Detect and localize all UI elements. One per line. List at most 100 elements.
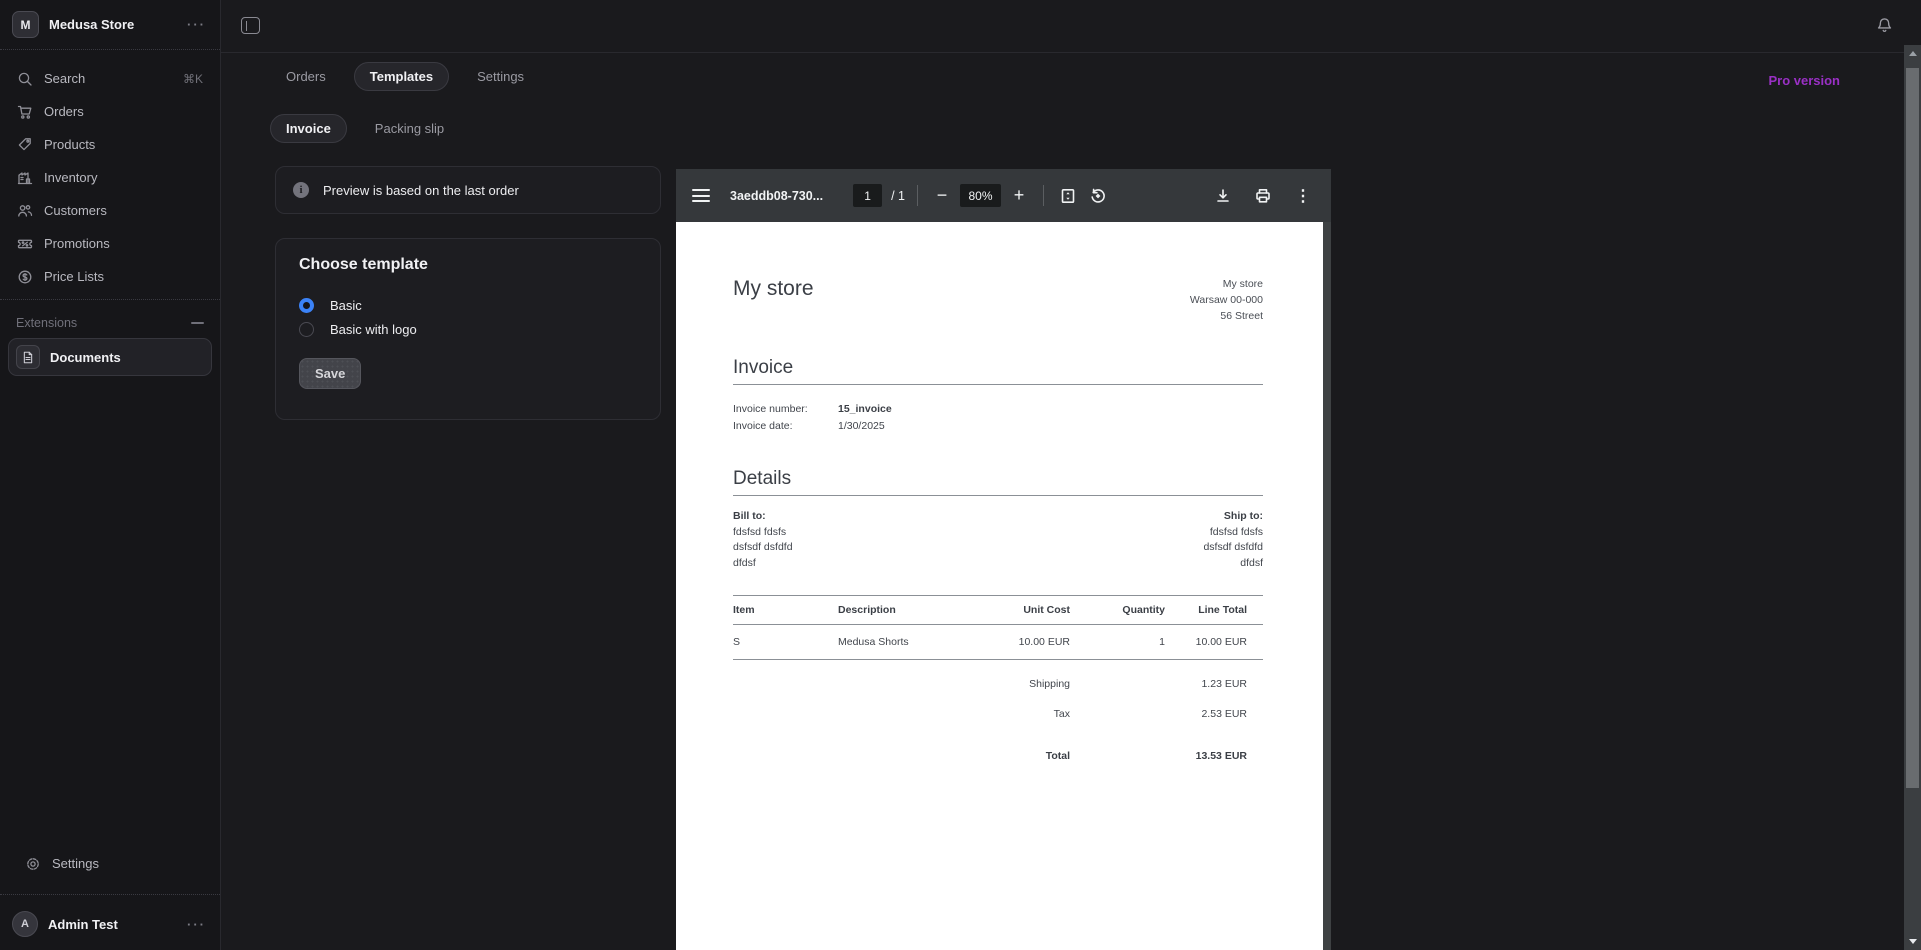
print-button[interactable]	[1251, 184, 1275, 208]
ticket-icon	[17, 239, 33, 248]
user-name: Admin Test	[48, 916, 118, 932]
invoice-date: 1/30/2025	[838, 420, 885, 433]
subtab-packing-slip[interactable]: Packing slip	[374, 121, 445, 136]
invoice-heading: Invoice	[733, 357, 1263, 386]
fit-page-icon	[1061, 188, 1075, 203]
rotate-button[interactable]	[1086, 184, 1110, 208]
cell-description: Medusa Shorts	[838, 624, 970, 660]
doc-store-address: My store Warsaw 00-000 56 Street	[1190, 277, 1263, 324]
pro-version-link[interactable]: Pro version	[1768, 73, 1840, 88]
save-button[interactable]: Save	[299, 358, 362, 389]
total-value: 13.53 EUR	[1195, 749, 1247, 762]
scrollbar-thumb[interactable]	[1906, 68, 1919, 788]
sidebar-item-settings[interactable]: Settings	[16, 847, 204, 880]
avatar: A	[12, 911, 38, 937]
radio-basic[interactable]	[299, 298, 314, 313]
store-header[interactable]: M Medusa Store ···	[0, 0, 220, 49]
extensions-section-header: Extensions	[0, 306, 220, 338]
ship-to-block: Ship to: fdsfsd fdsfs dsfsdf dsfdfd dfds…	[1203, 509, 1263, 572]
zoom-level-input[interactable]: 80%	[960, 184, 1002, 207]
sidebar-item-price-lists[interactable]: Price Lists	[8, 260, 212, 293]
divider	[0, 894, 220, 895]
radio-basic-with-logo[interactable]	[299, 322, 314, 337]
zoom-out-button[interactable]: −	[936, 185, 948, 205]
subtab-invoice[interactable]: Invoice	[270, 114, 347, 143]
sidebar-item-label: Price Lists	[44, 269, 104, 284]
print-icon	[1256, 188, 1270, 203]
store-logo: M	[12, 11, 39, 38]
bill-to-line: dsfsdf dsfdfd	[733, 541, 793, 554]
divider	[917, 185, 919, 206]
info-icon: i	[293, 182, 309, 198]
pdf-scrollbar[interactable]	[1323, 222, 1331, 950]
window-scrollbar[interactable]	[1904, 45, 1921, 950]
table-header-row: Item Description Unit Cost Quantity Line…	[733, 594, 1263, 625]
sidebar-item-label: Orders	[44, 104, 84, 119]
document-icon	[23, 351, 33, 363]
invoice-date-label: Invoice date:	[733, 420, 793, 433]
collapse-icon[interactable]	[191, 322, 204, 324]
tab-templates[interactable]: Templates	[353, 62, 450, 91]
zoom-in-button[interactable]: +	[1013, 185, 1025, 205]
sidebar-item-inventory[interactable]: Inventory	[8, 161, 212, 194]
radio-label: Basic	[330, 298, 362, 313]
template-option-1[interactable]: Basic with logo	[299, 322, 637, 337]
template-options: Basic Basic with logo	[299, 298, 637, 337]
menu-icon[interactable]	[692, 189, 710, 202]
search-icon	[18, 72, 32, 86]
notice-text: Preview is based on the last order	[323, 182, 519, 198]
bill-to-label: Bill to:	[733, 509, 766, 522]
scroll-down-arrow[interactable]	[1908, 939, 1917, 944]
download-button[interactable]	[1211, 184, 1235, 208]
more-options-button[interactable]: ⋮	[1295, 187, 1311, 205]
radio-label: Basic with logo	[330, 322, 417, 337]
invoice-number: 15_invoice	[838, 403, 892, 416]
card-title: Choose template	[299, 256, 428, 273]
scroll-up-arrow[interactable]	[1908, 51, 1917, 56]
user-menu-button[interactable]: ···	[187, 916, 206, 932]
choose-template-card: Choose template Basic Basic with logo Sa…	[275, 238, 661, 420]
summary-row-tax: Tax 2.53 EUR	[733, 708, 1263, 720]
sidebar-item-search[interactable]: Search ⌘K	[8, 62, 212, 95]
col-quantity: Quantity	[1070, 594, 1165, 625]
notifications-button[interactable]	[1876, 17, 1893, 39]
sidebar-footer: Settings A Admin Test ···	[0, 841, 220, 950]
toolbar-actions: ⋮	[1211, 184, 1315, 208]
sidebar-nav: Search ⌘K Orders Products Inventory Cust…	[0, 56, 220, 299]
address-line: Warsaw 00-000	[1189, 293, 1263, 306]
summary-label: Shipping	[1029, 677, 1070, 690]
sidebar-item-label: Settings	[52, 856, 99, 871]
sidebar-item-orders[interactable]: Orders	[8, 95, 212, 128]
ship-to-line: dsfsdf dsfdfd	[1203, 541, 1263, 554]
store-menu-button[interactable]: ···	[187, 17, 206, 32]
sidebar-item-label: Documents	[50, 349, 121, 365]
sidebar-toggle-icon[interactable]	[241, 17, 260, 34]
page-number-input[interactable]: 1	[853, 184, 883, 207]
template-option-0[interactable]: Basic	[299, 298, 637, 313]
user-row[interactable]: A Admin Test ···	[0, 901, 220, 950]
total-label: Total	[1045, 749, 1070, 762]
col-unit-cost: Unit Cost	[970, 594, 1070, 625]
search-shortcut: ⌘K	[182, 71, 203, 86]
ship-to-line: fdsfsd fdsfs	[1209, 525, 1263, 538]
sidebar-item-label: Promotions	[44, 236, 110, 251]
doc-store-name: My store	[733, 277, 814, 300]
fit-to-page-button[interactable]	[1056, 184, 1080, 208]
sidebar: M Medusa Store ··· Search ⌘K Orders Prod…	[0, 0, 221, 950]
pdf-toolbar: 3aeddb08-730... 1 / 1 − 80% + ⋮	[676, 169, 1331, 222]
cell-line-total: 10.00 EUR	[1165, 624, 1263, 660]
divider	[0, 299, 220, 300]
summary-label: Tax	[1053, 707, 1070, 720]
bill-ship-row: Bill to: fdsfsd fdsfs dsfsdf dsfdfd dfds…	[733, 509, 1263, 572]
sidebar-item-customers[interactable]: Customers	[8, 194, 212, 227]
invoice-number-label: Invoice number:	[733, 403, 808, 416]
sidebar-item-documents[interactable]: Documents	[8, 338, 212, 376]
ship-to-label: Ship to:	[1223, 509, 1263, 522]
sidebar-item-promotions[interactable]: Promotions	[8, 227, 212, 260]
col-description: Description	[838, 594, 970, 625]
tab-orders[interactable]: Orders	[286, 69, 326, 84]
rotate-icon	[1091, 188, 1105, 203]
summary-value: 1.23 EUR	[1201, 677, 1247, 690]
sidebar-item-products[interactable]: Products	[8, 128, 212, 161]
tab-settings[interactable]: Settings	[477, 69, 525, 84]
